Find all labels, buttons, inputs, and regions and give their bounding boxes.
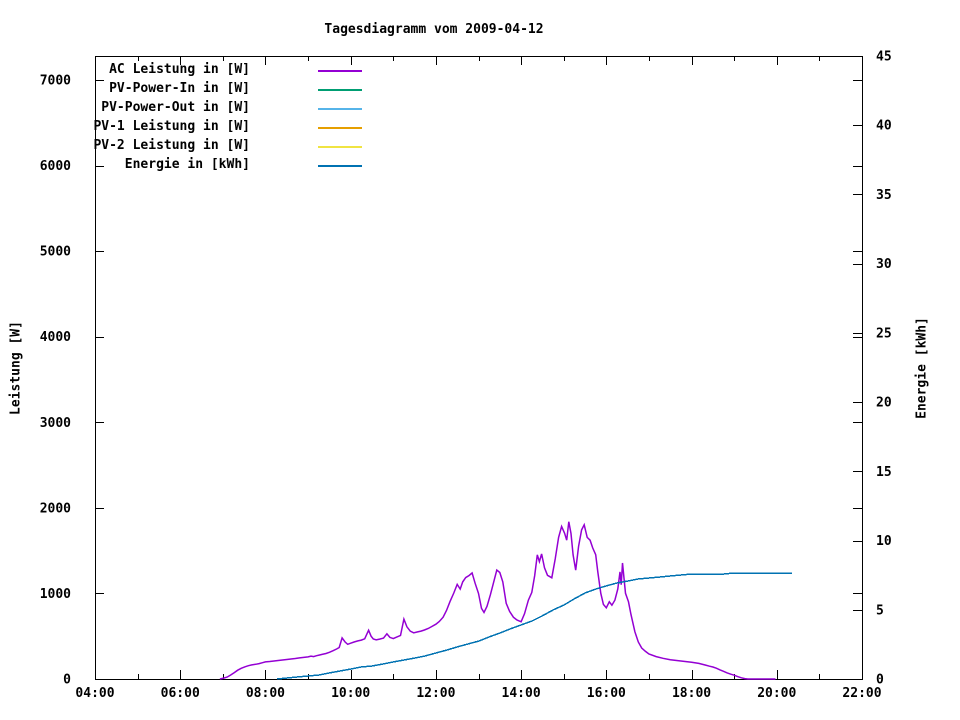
legend-line-sample: [318, 127, 362, 129]
y-left-tick-label: 6000: [40, 159, 71, 174]
y-right-tick-label: 0: [876, 673, 884, 688]
y-left-tick-label: 7000: [40, 73, 71, 88]
x-tick-label: 12:00: [416, 686, 455, 701]
y-left-tick-label: 5000: [40, 245, 71, 260]
y-left-tick-label: 3000: [40, 416, 71, 431]
legend-line-sample: [318, 146, 362, 148]
y-right-tick-label: 25: [876, 326, 892, 341]
y-left-tick-label: 0: [63, 673, 71, 688]
x-tick-label: 08:00: [246, 686, 285, 701]
y-right-tick-label: 20: [876, 396, 892, 411]
y-left-tick-label: 2000: [40, 501, 71, 516]
x-tick-label: 22:00: [842, 686, 881, 701]
x-tick-label: 14:00: [502, 686, 541, 701]
legend-label: AC Leistung in [W]: [109, 62, 250, 77]
x-tick-label: 16:00: [587, 686, 626, 701]
series-line: [219, 521, 776, 680]
legend-label: Energie in [kWh]: [124, 157, 250, 172]
y-right-tick-label: 30: [876, 257, 892, 272]
y-right-tick-label: 35: [876, 188, 892, 203]
legend-label: PV-Power-In in [W]: [109, 81, 250, 96]
legend-line-sample: [318, 108, 362, 110]
y-left-tick-label: 1000: [40, 587, 71, 602]
legend-line-sample: [318, 165, 362, 167]
y-right-tick-label: 15: [876, 465, 892, 480]
y-right-tick-label: 10: [876, 534, 892, 549]
x-tick-label: 20:00: [757, 686, 796, 701]
y-right-tick-label: 45: [876, 50, 892, 65]
series-line: [276, 572, 792, 680]
x-tick-label: 04:00: [75, 686, 114, 701]
y-left-tick-label: 4000: [40, 330, 71, 345]
legend-label: PV-1 Leistung in [W]: [93, 119, 250, 134]
y-right-tick-label: 40: [876, 119, 892, 134]
x-tick-label: 06:00: [161, 686, 200, 701]
legend-line-sample: [318, 89, 362, 91]
chart-title: Tagesdiagramm vom 2009-04-12: [324, 22, 544, 37]
legend-label: PV-Power-Out in [W]: [101, 100, 250, 115]
x-tick-label: 10:00: [331, 686, 370, 701]
legend-line-sample: [318, 70, 362, 72]
x-tick-label: 18:00: [672, 686, 711, 701]
legend-label: PV-2 Leistung in [W]: [93, 138, 250, 153]
y-right-tick-label: 5: [876, 603, 884, 618]
